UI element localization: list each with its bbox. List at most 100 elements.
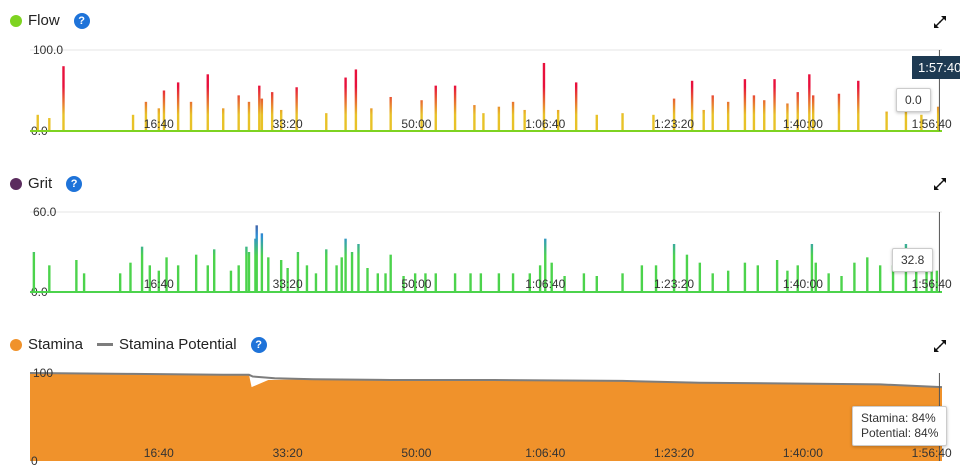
flow-spike [270, 92, 274, 131]
flow-x-tick: 33:20 [273, 117, 303, 131]
grit-spike [229, 270, 233, 292]
flow-spike [295, 87, 298, 131]
grit-spike [389, 254, 392, 292]
stamina-help-icon[interactable]: ? [250, 336, 267, 353]
flow-spike [808, 74, 811, 131]
flow-spike [920, 114, 923, 131]
grit-spike [267, 257, 270, 292]
flow-x-tick: 1:56:40 [912, 117, 952, 131]
grit-spike [335, 265, 338, 292]
grit-spike [654, 265, 658, 292]
stamina-x-tick: 16:40 [144, 446, 174, 460]
grit-spike [82, 273, 86, 292]
flow-spike [131, 114, 135, 131]
grit-x-tick: 1:56:40 [912, 277, 952, 291]
grit-spike [279, 260, 283, 292]
grit-spike [544, 238, 547, 292]
stamina-x-tick: 1:06:40 [525, 446, 565, 460]
grit-spike [344, 238, 347, 292]
grit-spike [796, 265, 799, 292]
grit-spike [424, 273, 427, 292]
stamina-legend[interactable]: Stamina Stamina Potential ? [10, 336, 267, 353]
flow-spike [482, 113, 485, 131]
flow-spike [247, 101, 251, 131]
flow-spike [144, 101, 148, 131]
grit-spike [366, 268, 369, 292]
flow-spike [796, 92, 799, 131]
grit-help-icon[interactable]: ? [66, 175, 83, 192]
grit-spike [743, 262, 747, 292]
flow-expand-icon[interactable] [932, 14, 948, 30]
flow-spike [237, 95, 240, 131]
grit-spike [340, 257, 343, 292]
flow-help-icon[interactable]: ? [73, 12, 90, 29]
stamina-legend-label: Stamina [28, 336, 84, 353]
grit-spike [384, 273, 387, 292]
flow-spike [511, 101, 515, 131]
flow-spike [222, 108, 225, 131]
flow-spike [279, 109, 283, 131]
stamina-potential-line [29, 372, 943, 389]
flow-spike [711, 95, 714, 131]
grit-spike [453, 273, 457, 292]
stamina-y-tick-min: 0 [31, 454, 38, 468]
flow-legend[interactable]: Flow ? [10, 12, 90, 29]
flow-legend-label: Flow [28, 12, 60, 29]
grit-spike [756, 265, 759, 292]
grit-spike [930, 265, 933, 292]
grit-spike [595, 276, 598, 292]
grit-expand-icon[interactable] [932, 176, 948, 192]
flow-spike [542, 62, 546, 131]
stamina-x-tick: 33:20 [273, 446, 303, 460]
flow-spike [370, 108, 373, 131]
flow-spike [260, 98, 264, 131]
flow-spike [857, 80, 860, 131]
flow-spike [344, 77, 347, 131]
grit-legend[interactable]: Grit ? [10, 175, 83, 192]
grit-spike [305, 265, 309, 292]
grit-spike [479, 273, 483, 292]
grit-spike [685, 254, 689, 292]
flow-cursor-time: 1:57:40 [912, 56, 960, 79]
grit-spike [157, 270, 161, 292]
grit-spike [891, 265, 895, 292]
flow-spike [206, 74, 209, 131]
stamina-potential-legend-label: Stamina Potential [119, 336, 237, 353]
grit-spike [237, 265, 240, 292]
grit-spike [786, 270, 789, 292]
grit-spike [775, 260, 779, 292]
stamina-panel: Stamina Stamina Potential ? 100 0 16:40 33:… [0, 320, 960, 473]
grit-spike [402, 276, 405, 292]
flow-spike [497, 106, 501, 131]
stamina-chart: 100 0 16:40 33:20 50:00 1:06:40 1:23:20 1:40:00… [29, 366, 952, 468]
flow-spike [574, 82, 578, 131]
grit-panel: Grit ? 60.0 0.0 16:40 33:20 50:00 1:06:40 1:23… [0, 160, 960, 320]
flow-spike [420, 100, 423, 131]
flow-chart: 100.0 0.0 16:40 33:20 50:00 1:06:40 1:23:20 1:4… [30, 43, 952, 138]
grit-spike [75, 260, 78, 292]
grit-spike [260, 233, 264, 292]
flow-panel: Flow ? 100.0 0.0 16:40 33:20 50:00 1:06:40 1:2… [0, 0, 960, 160]
stamina-x-tick: 1:23:20 [654, 446, 694, 460]
grit-x-tick: 1:23:20 [654, 277, 694, 291]
grit-x-tick: 50:00 [401, 277, 431, 291]
grit-spike [640, 265, 644, 292]
flow-spike [811, 95, 815, 131]
flow-y-tick-max: 100.0 [33, 43, 63, 57]
grit-spike [255, 225, 258, 292]
flow-spike [62, 66, 65, 131]
flow-spike [904, 95, 908, 131]
flow-spike [595, 114, 598, 131]
grit-spike [118, 273, 122, 292]
flow-spike [162, 90, 166, 131]
stamina-x-tick: 50:00 [401, 446, 431, 460]
grit-spike [148, 265, 151, 292]
grit-spike [726, 270, 730, 292]
stamina-expand-icon[interactable] [932, 338, 948, 354]
flow-spike [936, 106, 940, 131]
grit-spike [140, 246, 144, 292]
flow-spike [325, 113, 328, 131]
flow-spike [48, 118, 51, 131]
flow-spike [743, 79, 747, 131]
grit-spike [582, 273, 586, 292]
